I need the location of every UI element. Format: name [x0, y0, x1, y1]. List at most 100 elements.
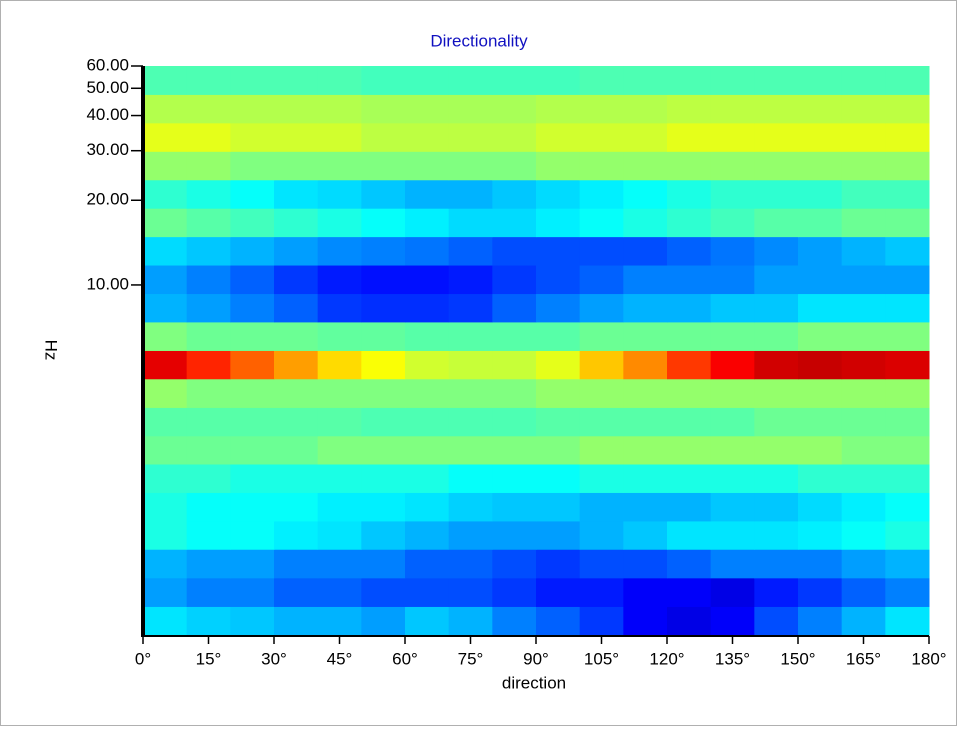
heatmap-cell: [754, 606, 799, 636]
heatmap-cell: [710, 520, 755, 550]
heatmap-cell: [710, 66, 755, 95]
heatmap-cell: [186, 236, 231, 266]
heatmap-cell: [885, 350, 930, 380]
heatmap-cell: [623, 606, 668, 636]
heatmap-cell: [317, 350, 362, 380]
heatmap-cell: [230, 66, 275, 95]
heatmap-cell: [317, 66, 362, 95]
heatmap-cell: [143, 208, 188, 238]
heatmap-cell: [667, 378, 712, 408]
heatmap-cell: [274, 208, 319, 238]
heatmap-cell: [230, 94, 275, 124]
heatmap-cell: [710, 549, 755, 579]
heatmap-cell: [317, 151, 362, 181]
heatmap-cell: [492, 94, 537, 124]
heatmap-cell: [710, 122, 755, 152]
heatmap-cell: [710, 577, 755, 607]
heatmap-cell: [798, 577, 843, 607]
heatmap-cell: [536, 350, 581, 380]
heatmap-cell: [230, 293, 275, 323]
heatmap-cell: [798, 94, 843, 124]
heatmap-cell: [361, 321, 406, 351]
heatmap-cell: [405, 435, 450, 465]
heatmap-cell: [623, 435, 668, 465]
heatmap-cell: [274, 179, 319, 209]
heatmap-cell: [536, 94, 581, 124]
heatmap-cell: [841, 151, 886, 181]
heatmap-cell: [492, 606, 537, 636]
heatmap-cell: [536, 66, 581, 95]
heatmap-cell: [667, 236, 712, 266]
heatmap-cell: [361, 407, 406, 437]
heatmap-cell: [492, 520, 537, 550]
heatmap-cell: [274, 577, 319, 607]
heatmap-cell: [230, 577, 275, 607]
heatmap-cell: [798, 179, 843, 209]
heatmap-cell: [798, 378, 843, 408]
heatmap-cell: [186, 378, 231, 408]
heatmap-cell: [579, 94, 624, 124]
heatmap-cell: [754, 179, 799, 209]
heatmap-cell: [143, 435, 188, 465]
heatmap-cell: [274, 265, 319, 295]
heatmap-cell: [710, 435, 755, 465]
heatmap-cell: [885, 378, 930, 408]
heatmap-cell: [885, 293, 930, 323]
heatmap-cell: [536, 236, 581, 266]
heatmap-cell: [623, 464, 668, 493]
heatmap-cell: [186, 293, 231, 323]
heatmap-cell: [579, 492, 624, 522]
heatmap-cell: [710, 293, 755, 323]
heatmap-cell: [361, 179, 406, 209]
heatmap-cell: [405, 208, 450, 238]
heatmap-cell: [405, 236, 450, 266]
heatmap-cell: [885, 577, 930, 607]
heatmap-cell: [579, 549, 624, 579]
heatmap-cell: [186, 577, 231, 607]
heatmap-cell: [885, 236, 930, 266]
heatmap-cell: [667, 577, 712, 607]
heatmap-cell: [579, 151, 624, 181]
heatmap-cell: [448, 350, 493, 380]
heatmap-cell: [361, 435, 406, 465]
x-tick-label: 30°: [261, 649, 287, 668]
heatmap-cell: [405, 378, 450, 408]
heatmap-cell: [186, 435, 231, 465]
heatmap-cell: [492, 66, 537, 95]
heatmap-cell: [448, 293, 493, 323]
y-tick-label: 20.00: [86, 190, 129, 209]
heatmap-cell: [667, 321, 712, 351]
heatmap-cell: [623, 122, 668, 152]
heatmap-cell: [405, 293, 450, 323]
heatmap-cell: [798, 520, 843, 550]
heatmap-cell: [143, 378, 188, 408]
chart-title: Directionality: [430, 31, 528, 50]
heatmap-cell: [492, 407, 537, 437]
heatmap-cell: [492, 293, 537, 323]
heatmap-cell: [754, 321, 799, 351]
heatmap-cell: [448, 606, 493, 636]
heatmap-cell: [798, 435, 843, 465]
heatmap-cell: [579, 606, 624, 636]
heatmap-cell: [143, 520, 188, 550]
heatmap-cell: [143, 464, 188, 493]
heatmap-cell: [798, 236, 843, 266]
heatmap-cell: [623, 549, 668, 579]
heatmap-cell: [448, 492, 493, 522]
heatmap-cell: [317, 208, 362, 238]
heatmap-cell: [143, 265, 188, 295]
heatmap-cell: [623, 151, 668, 181]
heatmap-cell: [317, 293, 362, 323]
x-tick-label: 60°: [392, 649, 418, 668]
heatmap-cell: [448, 407, 493, 437]
heatmap-cell: [754, 265, 799, 295]
heatmap-cell: [754, 66, 799, 95]
heatmap-cell: [492, 549, 537, 579]
heatmap-cell: [623, 407, 668, 437]
heatmap-cell: [230, 236, 275, 266]
heatmap-cell: [536, 492, 581, 522]
heatmap-cell: [885, 549, 930, 579]
heatmap-cell: [710, 236, 755, 266]
heatmap-cell: [492, 464, 537, 493]
heatmap-cell: [230, 520, 275, 550]
